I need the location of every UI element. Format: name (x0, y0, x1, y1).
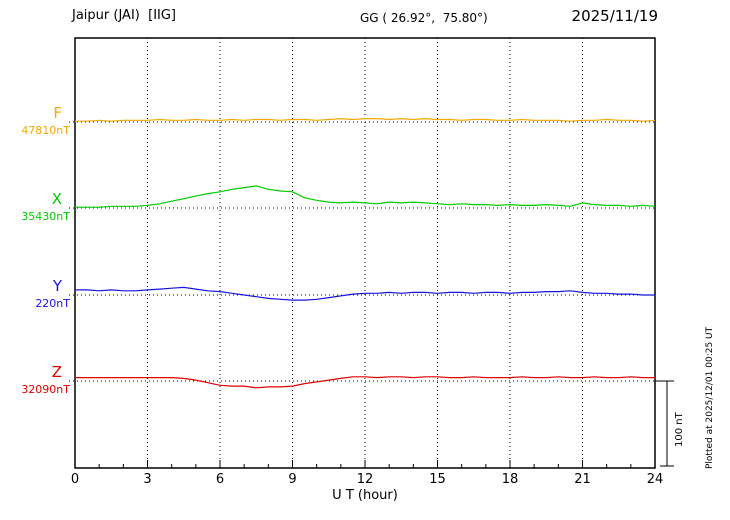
component-label-Y: Y (52, 277, 62, 295)
component-label-F: F (53, 104, 62, 122)
trace-Y (75, 286, 655, 301)
x-axis-title: U T (hour) (332, 488, 398, 503)
component-basevalue-Z: 32090nT (21, 383, 70, 396)
x-tick-label: 18 (501, 472, 519, 487)
x-tick-label: 21 (574, 472, 591, 487)
trace-X (75, 185, 656, 208)
component-label-X: X (51, 190, 62, 208)
x-tick-label: 24 (646, 472, 664, 487)
plotted-at-note: Plotted at 2025/12/01 00:25 UT (705, 326, 715, 469)
date-label: 2025/11/19 (571, 7, 658, 25)
trace-F (75, 117, 656, 122)
gg-coordinates: GG ( 26.92°, 75.80°) (360, 11, 488, 25)
component-basevalue-X: 35430nT (21, 210, 70, 223)
x-tick-label: 12 (356, 472, 374, 487)
component-label-Z: Z (51, 363, 62, 381)
component-basevalue-F: 47810nT (21, 124, 70, 137)
x-tick-label: 9 (288, 472, 297, 487)
station-title: Jaipur (JAI) [IIG] (72, 8, 177, 23)
x-tick-label: 0 (70, 472, 80, 487)
scalebar-label: 100 nT (674, 412, 685, 447)
trace-Z (75, 376, 655, 389)
x-tick-label: 6 (215, 472, 225, 487)
x-tick-label: 3 (143, 472, 152, 487)
component-basevalue-Y: 220nT (35, 297, 70, 310)
x-tick-label: 15 (429, 472, 446, 487)
